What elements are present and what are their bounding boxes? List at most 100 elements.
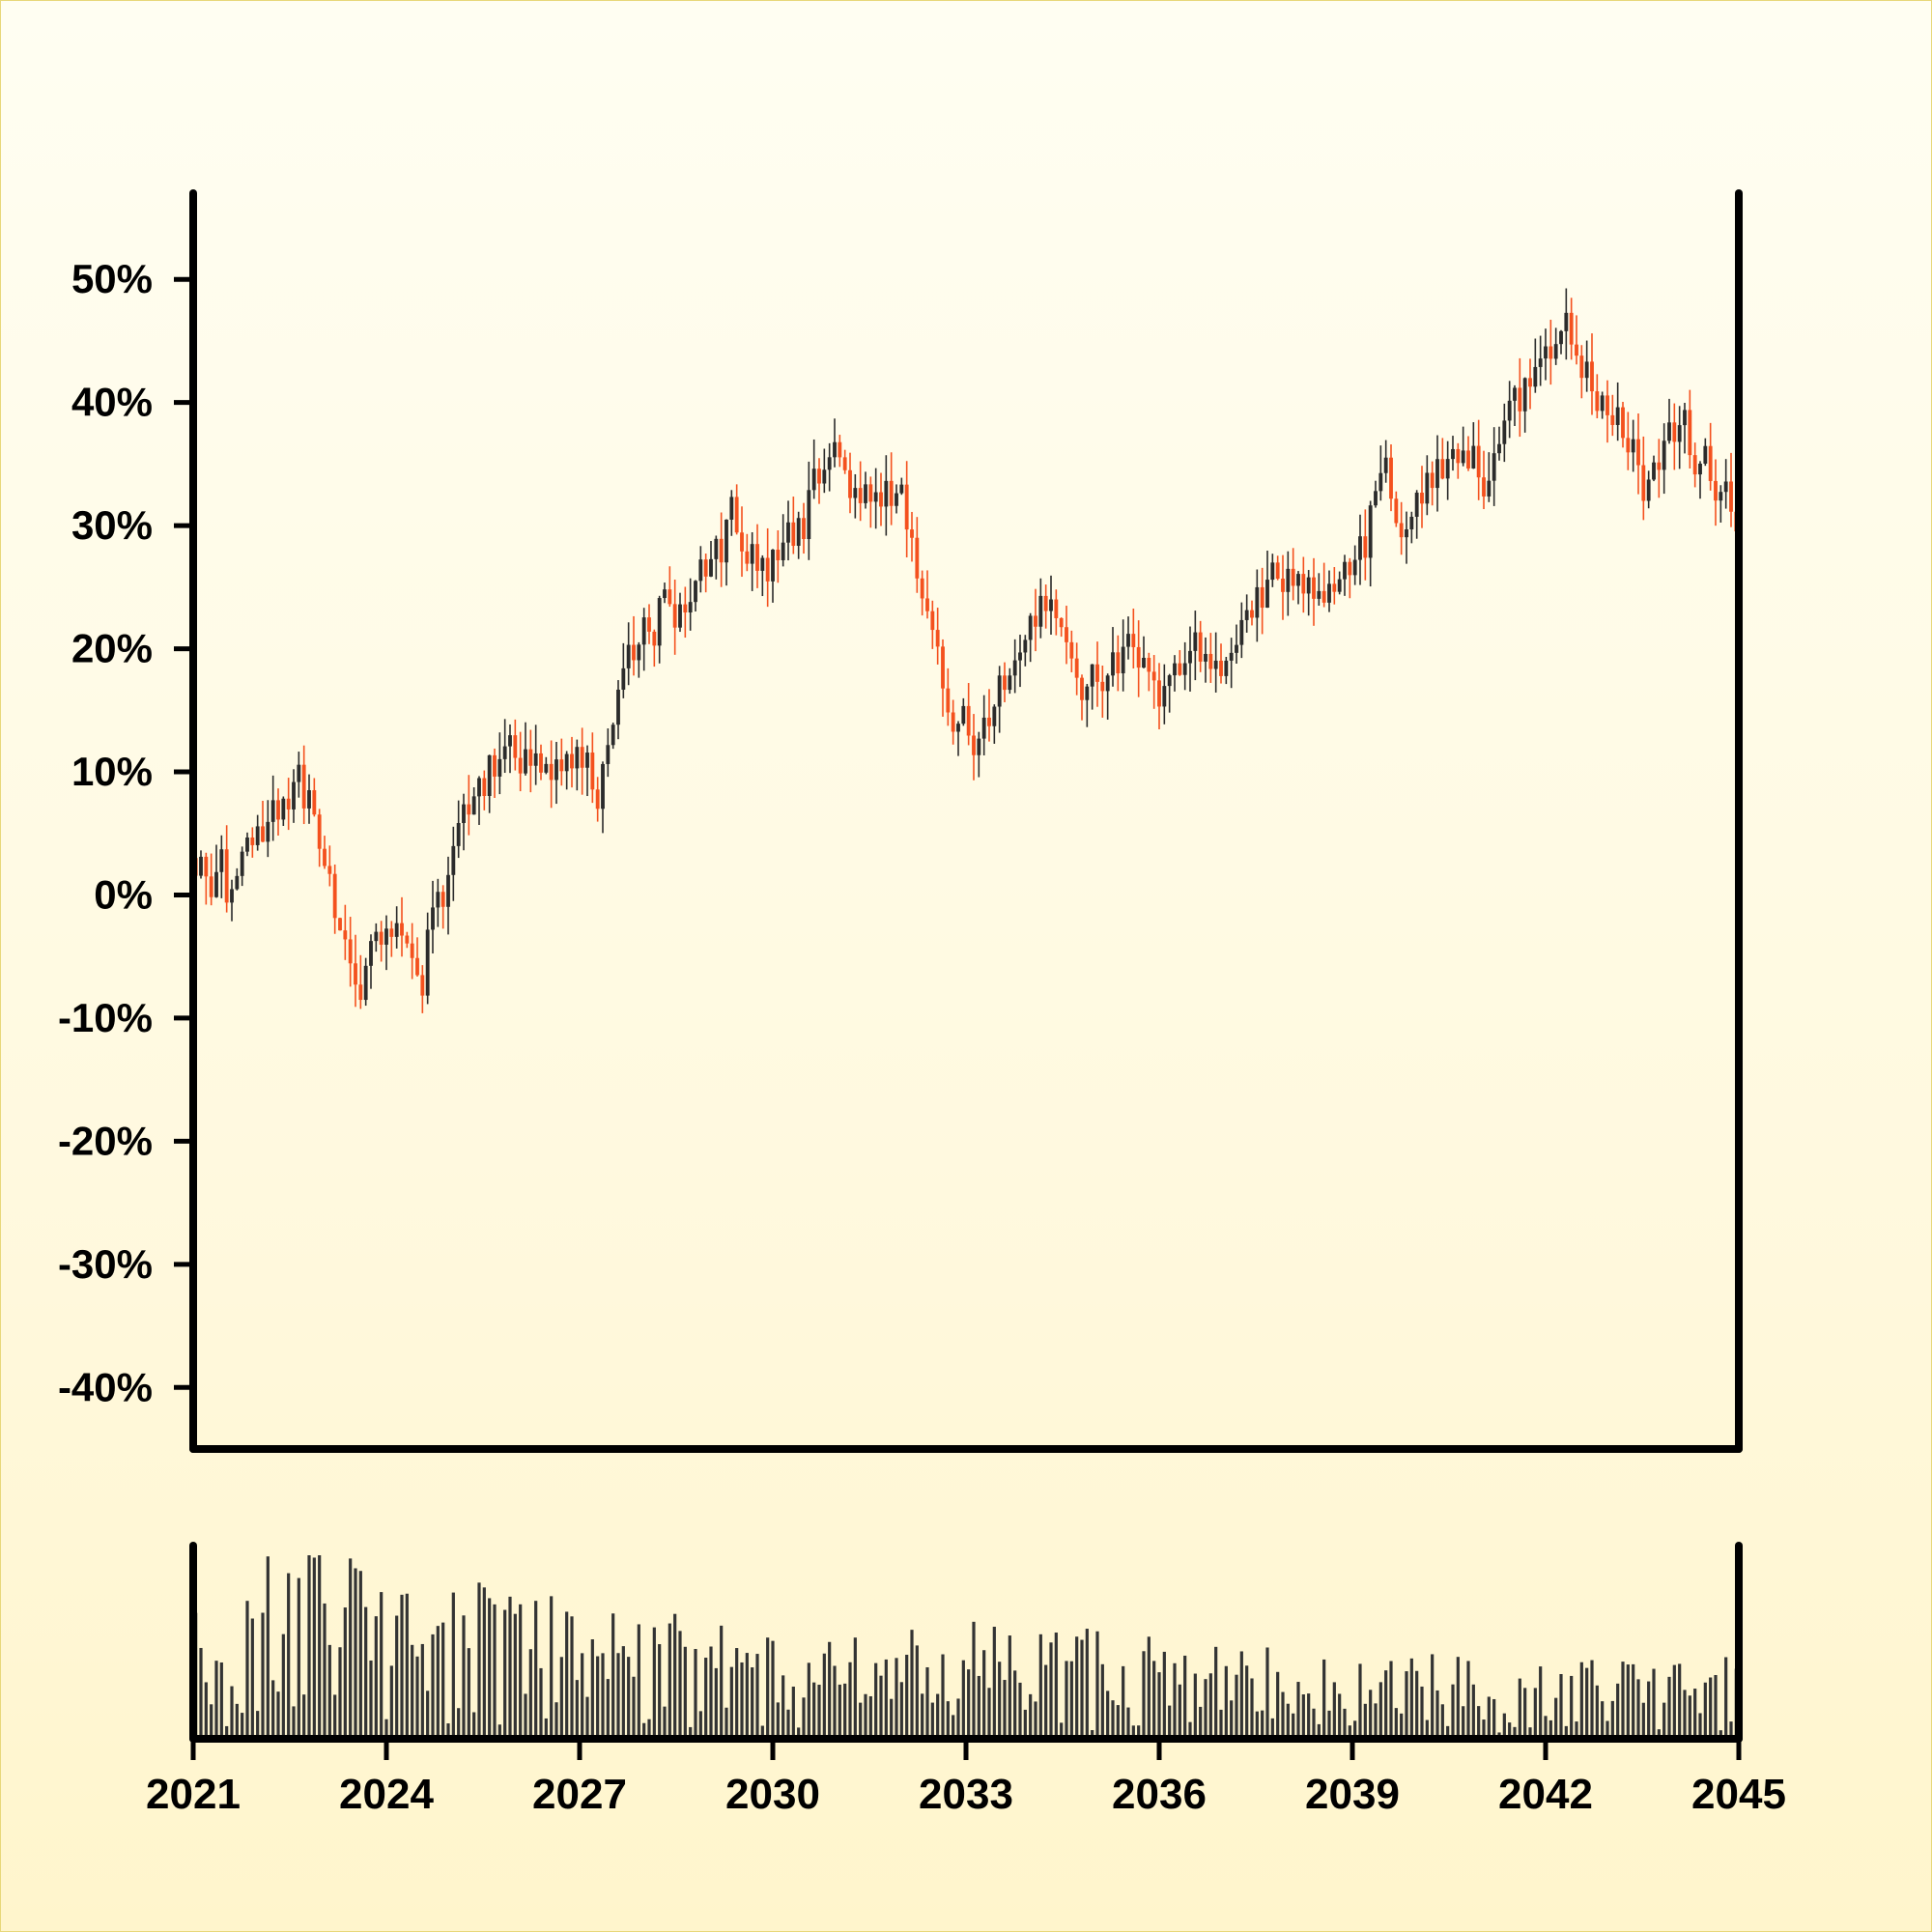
candle-body — [1049, 599, 1053, 611]
volume-bar — [786, 1709, 790, 1739]
candle-body — [467, 804, 471, 815]
candle-body — [1343, 561, 1347, 580]
candle-body — [462, 804, 466, 824]
volume-bar — [859, 1702, 863, 1739]
volume-bar — [843, 1683, 847, 1739]
volume-bar — [1013, 1670, 1017, 1739]
volume-bar — [1157, 1672, 1161, 1739]
volume-bar — [271, 1680, 275, 1739]
volume-bar — [1672, 1664, 1676, 1739]
volume-bar — [601, 1653, 605, 1739]
volume-bar — [1054, 1633, 1058, 1739]
volume-bar — [441, 1622, 445, 1739]
candle-body — [688, 602, 693, 613]
candle-body — [1569, 312, 1574, 345]
volume-bar — [1652, 1668, 1656, 1739]
volume-bar — [642, 1722, 646, 1739]
volume-bar — [519, 1604, 523, 1739]
volume-bar — [905, 1655, 909, 1739]
candle-body — [1296, 574, 1300, 586]
volume-bar — [1270, 1718, 1274, 1739]
candle-body — [1111, 652, 1115, 676]
volume-bar — [972, 1621, 976, 1739]
volume-bar — [1214, 1646, 1218, 1739]
volume-bar — [1332, 1682, 1336, 1739]
volume-bar — [1358, 1663, 1362, 1739]
volume-bar — [1188, 1721, 1192, 1739]
volume-bar — [658, 1644, 662, 1739]
candle-body — [1312, 577, 1316, 599]
candle-body — [842, 457, 847, 470]
candle-body — [1553, 344, 1558, 359]
candle-body — [1383, 457, 1388, 473]
candle-body — [1281, 579, 1285, 592]
volume-bar — [771, 1640, 775, 1739]
candle-body — [1095, 664, 1099, 682]
volume-bar — [256, 1711, 260, 1739]
volume-bar — [1714, 1675, 1718, 1739]
candle-body — [1414, 493, 1419, 517]
candle-body — [750, 544, 754, 564]
volume-bar — [704, 1658, 708, 1739]
volume-bar — [941, 1654, 945, 1739]
x-tick-label: 2027 — [532, 1771, 627, 1818]
candle-body — [981, 717, 986, 739]
volume-bar — [637, 1624, 640, 1739]
candle-body — [1188, 650, 1192, 664]
volume-bar — [1008, 1635, 1011, 1739]
volume-bar — [1548, 1719, 1552, 1739]
volume-bar — [683, 1646, 687, 1739]
candle-body — [1008, 675, 1012, 691]
volume-bar — [735, 1648, 739, 1739]
candle-body — [1043, 595, 1048, 611]
candle-body — [930, 611, 935, 631]
volume-bar — [1590, 1660, 1594, 1739]
volume-bar — [539, 1667, 543, 1739]
volume-bar — [915, 1645, 919, 1739]
volume-bar — [477, 1582, 481, 1739]
candle-body — [663, 589, 667, 599]
candle-body — [1538, 358, 1543, 367]
candle-body — [1069, 641, 1074, 659]
volume-bar — [1693, 1689, 1697, 1739]
candle-body — [987, 717, 991, 726]
candle-body — [694, 581, 697, 603]
candle-body — [1018, 652, 1022, 661]
volume-bar — [581, 1653, 584, 1739]
candle-body — [1657, 462, 1662, 470]
volume-bar — [1683, 1690, 1687, 1739]
candle-body — [734, 497, 739, 533]
candle-body — [946, 688, 951, 713]
candle-body — [1151, 671, 1156, 681]
volume-bar — [1440, 1704, 1444, 1739]
y-tick-label: -20% — [58, 1118, 153, 1163]
volume-bar — [1235, 1674, 1238, 1739]
candle-body — [1672, 422, 1677, 442]
volume-bar — [647, 1719, 651, 1739]
volume-bar — [497, 1724, 501, 1739]
volume-bar — [1122, 1665, 1125, 1739]
candle-body — [904, 484, 909, 530]
candle-body — [760, 557, 765, 571]
candle-body — [358, 984, 363, 1001]
volume-bar — [1667, 1676, 1671, 1739]
volume-bar — [1250, 1678, 1254, 1739]
volume-bar — [791, 1686, 795, 1739]
candle-body — [1198, 632, 1203, 662]
candle-body — [1235, 644, 1238, 653]
volume-bar — [1575, 1721, 1578, 1739]
candle-body — [895, 493, 898, 506]
candle-body — [270, 800, 275, 822]
volume-bar — [1595, 1685, 1599, 1739]
candle-body — [1208, 653, 1213, 669]
candle-body — [533, 753, 538, 766]
candle-body — [997, 675, 1002, 707]
candle-body — [255, 826, 260, 845]
candle-body — [477, 778, 481, 797]
candle-body — [224, 849, 229, 903]
candle-body — [1003, 675, 1007, 691]
volume-bar — [1322, 1659, 1326, 1739]
candle-body — [307, 790, 311, 809]
volume-bar — [1471, 1684, 1475, 1739]
volume-bar — [1038, 1634, 1042, 1739]
